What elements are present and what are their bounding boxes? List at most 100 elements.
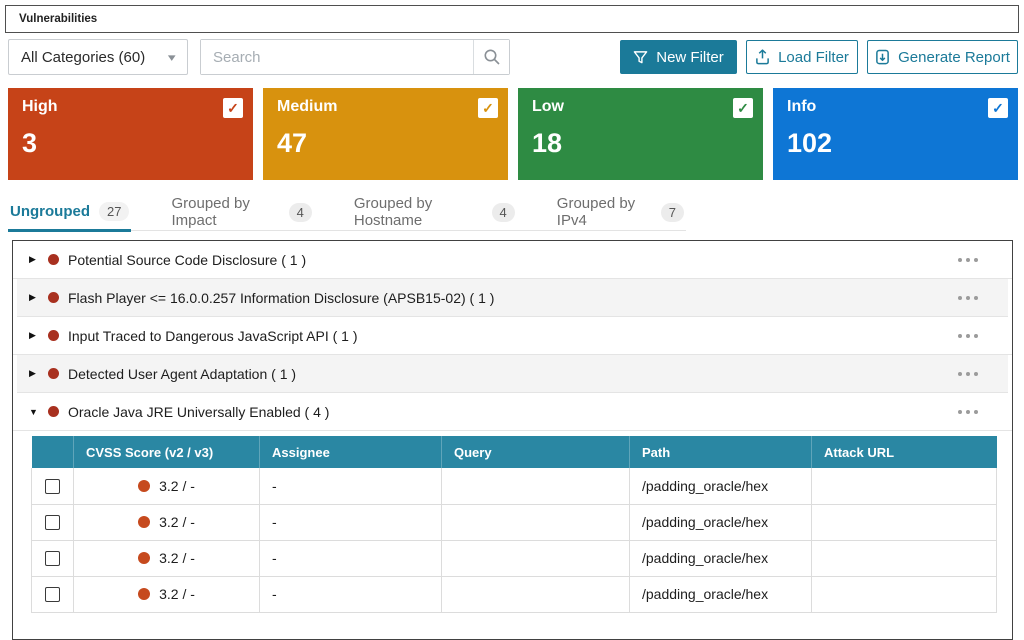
vulnerability-group-row[interactable]: ▶ Flash Player <= 16.0.0.257 Information… (17, 279, 1008, 317)
table-row: 3.2 / - - /padding_oracle/hex (31, 468, 997, 505)
tab-count-badge: 7 (660, 202, 684, 222)
path-cell: /padding_oracle/hex (629, 503, 812, 541)
tab-grouped-by-impact[interactable]: Grouped by Impact 4 (169, 195, 313, 230)
search-box (200, 39, 510, 75)
severity-dot-icon (138, 588, 151, 600)
path-cell: /padding_oracle/hex (629, 575, 812, 613)
vulnerability-list: ▶ Potential Source Code Disclosure ( 1 )… (12, 240, 1013, 640)
path-cell: /padding_oracle/hex (629, 539, 812, 577)
checkmark-icon: ✓ (737, 100, 749, 116)
expand-arrow-icon[interactable]: ▶ (29, 254, 36, 264)
vulnerability-group-row[interactable]: ▶ Potential Source Code Disclosure ( 1 ) (13, 241, 1012, 279)
row-checkbox[interactable] (45, 515, 60, 531)
new-filter-button[interactable]: New Filter (620, 40, 737, 74)
query-cell (441, 539, 630, 577)
column-header: Assignee (259, 436, 442, 468)
table-row: 3.2 / - - /padding_oracle/hex (31, 539, 997, 577)
load-filter-button[interactable]: Load Filter (746, 40, 858, 74)
row-menu-button[interactable] (954, 368, 982, 380)
row-checkbox[interactable] (45, 551, 60, 567)
row-checkbox[interactable] (45, 479, 60, 495)
row-menu-button[interactable] (954, 406, 982, 418)
query-cell (441, 503, 630, 541)
assignee-cell: - (259, 503, 442, 541)
category-dropdown[interactable]: All Categories (60) ▾ (8, 39, 188, 75)
severity-checkbox[interactable]: ✓ (478, 98, 498, 118)
search-button[interactable] (473, 40, 509, 74)
row-checkbox[interactable] (45, 587, 60, 603)
attack-url-cell (811, 575, 997, 613)
tab-label: Ungrouped (10, 203, 90, 220)
tab-count-badge: 4 (491, 202, 515, 222)
severity-card-label: Info (787, 98, 817, 115)
severity-summary-cards: High ✓ 3 Medium ✓ 47 Low ✓ 18 Info ✓ (8, 88, 1018, 180)
tab-label: Grouped by IPv4 (556, 195, 636, 229)
vulnerability-group-title: Detected User Agent Adaptation ( 1 ) (68, 365, 297, 382)
cvss-score: 3.2 / - (159, 477, 195, 494)
search-icon (484, 49, 500, 65)
filter-funnel-icon (633, 50, 648, 63)
category-dropdown-value: All Categories (60) (21, 48, 146, 66)
vulnerability-group-title: Oracle Java JRE Universally Enabled ( 4 … (68, 403, 330, 420)
vulnerability-group-title: Input Traced to Dangerous JavaScript API… (68, 327, 358, 344)
generate-report-label: Generate Report (898, 48, 1010, 66)
column-header (31, 436, 74, 468)
expand-arrow-icon[interactable]: ▶ (29, 292, 36, 302)
path-cell: /padding_oracle/hex (629, 468, 812, 505)
vulnerability-group-row[interactable]: ▶ Input Traced to Dangerous JavaScript A… (13, 317, 1012, 355)
severity-card[interactable]: Low ✓ 18 (518, 88, 763, 180)
severity-count: 102 (787, 128, 833, 158)
vulnerability-group-title: Potential Source Code Disclosure ( 1 ) (68, 251, 307, 268)
table-header-row: CVSS Score (v2 / v3) Assignee Query Path Att… (31, 436, 997, 468)
assignee-cell: - (259, 575, 442, 613)
cvss-score: 3.2 / - (159, 550, 195, 566)
severity-dot-icon (48, 406, 59, 417)
page-title: Vulnerabilities (19, 13, 98, 25)
severity-card[interactable]: High ✓ 3 (8, 88, 253, 180)
cvss-score: 3.2 / - (159, 514, 195, 530)
column-header: CVSS Score (v2 / v3) (73, 436, 260, 468)
new-filter-label: New Filter (656, 48, 724, 66)
row-menu-button[interactable] (954, 292, 982, 304)
column-header: Path (629, 436, 812, 468)
severity-dot-icon (138, 516, 151, 528)
tab-grouped-by-hostname[interactable]: Grouped by Hostname 4 (352, 195, 517, 230)
column-header: Query (441, 436, 630, 468)
attack-url-cell (811, 539, 997, 577)
expand-arrow-icon[interactable]: ▶ (29, 330, 36, 340)
severity-checkbox[interactable]: ✓ (223, 98, 243, 118)
checkmark-icon: ✓ (227, 100, 239, 116)
severity-card[interactable]: Info ✓ 102 (773, 88, 1018, 180)
load-filter-label: Load Filter (778, 48, 849, 66)
severity-dot-icon (48, 254, 59, 265)
severity-checkbox[interactable]: ✓ (988, 98, 1008, 118)
expand-arrow-icon[interactable]: ▶ (29, 368, 36, 378)
page-title-bar: Vulnerabilities (5, 5, 1019, 33)
expand-arrow-icon[interactable]: ▼ (29, 406, 38, 417)
generate-report-button[interactable]: Generate Report (867, 40, 1018, 74)
severity-card[interactable]: Medium ✓ 47 (263, 88, 508, 180)
tab-count-badge: 4 (288, 202, 312, 222)
chevron-down-icon: ▾ (168, 51, 177, 64)
tab-grouped-by-ipv4[interactable]: Grouped by IPv4 7 (555, 195, 686, 230)
severity-dot-icon (138, 479, 151, 492)
grouping-tabs: Ungrouped 27 Grouped by Impact 4 Grouped… (8, 195, 686, 232)
vulnerability-group-row[interactable]: ▶ Detected User Agent Adaptation ( 1 ) (17, 355, 1008, 393)
vulnerability-detail-table: CVSS Score (v2 / v3) Assignee Query Path Att… (31, 436, 997, 613)
tab-label: Grouped by Impact (171, 195, 250, 229)
tab-ungrouped[interactable]: Ungrouped 27 (8, 200, 132, 232)
row-menu-button[interactable] (954, 254, 982, 266)
severity-dot-icon (138, 552, 151, 564)
severity-checkbox[interactable]: ✓ (733, 98, 753, 118)
severity-dot-icon (48, 330, 59, 341)
vulnerability-group-row[interactable]: ▼ Oracle Java JRE Universally Enabled ( … (13, 393, 1012, 431)
severity-count: 47 (277, 128, 308, 158)
assignee-cell: - (259, 539, 442, 577)
severity-card-label: High (22, 98, 58, 115)
row-menu-button[interactable] (954, 330, 982, 342)
vulnerability-group-title: Flash Player <= 16.0.0.257 Information D… (68, 289, 495, 306)
checkmark-icon: ✓ (992, 100, 1004, 116)
report-document-icon (876, 49, 889, 65)
search-input[interactable] (201, 40, 473, 74)
severity-count: 18 (532, 128, 563, 158)
